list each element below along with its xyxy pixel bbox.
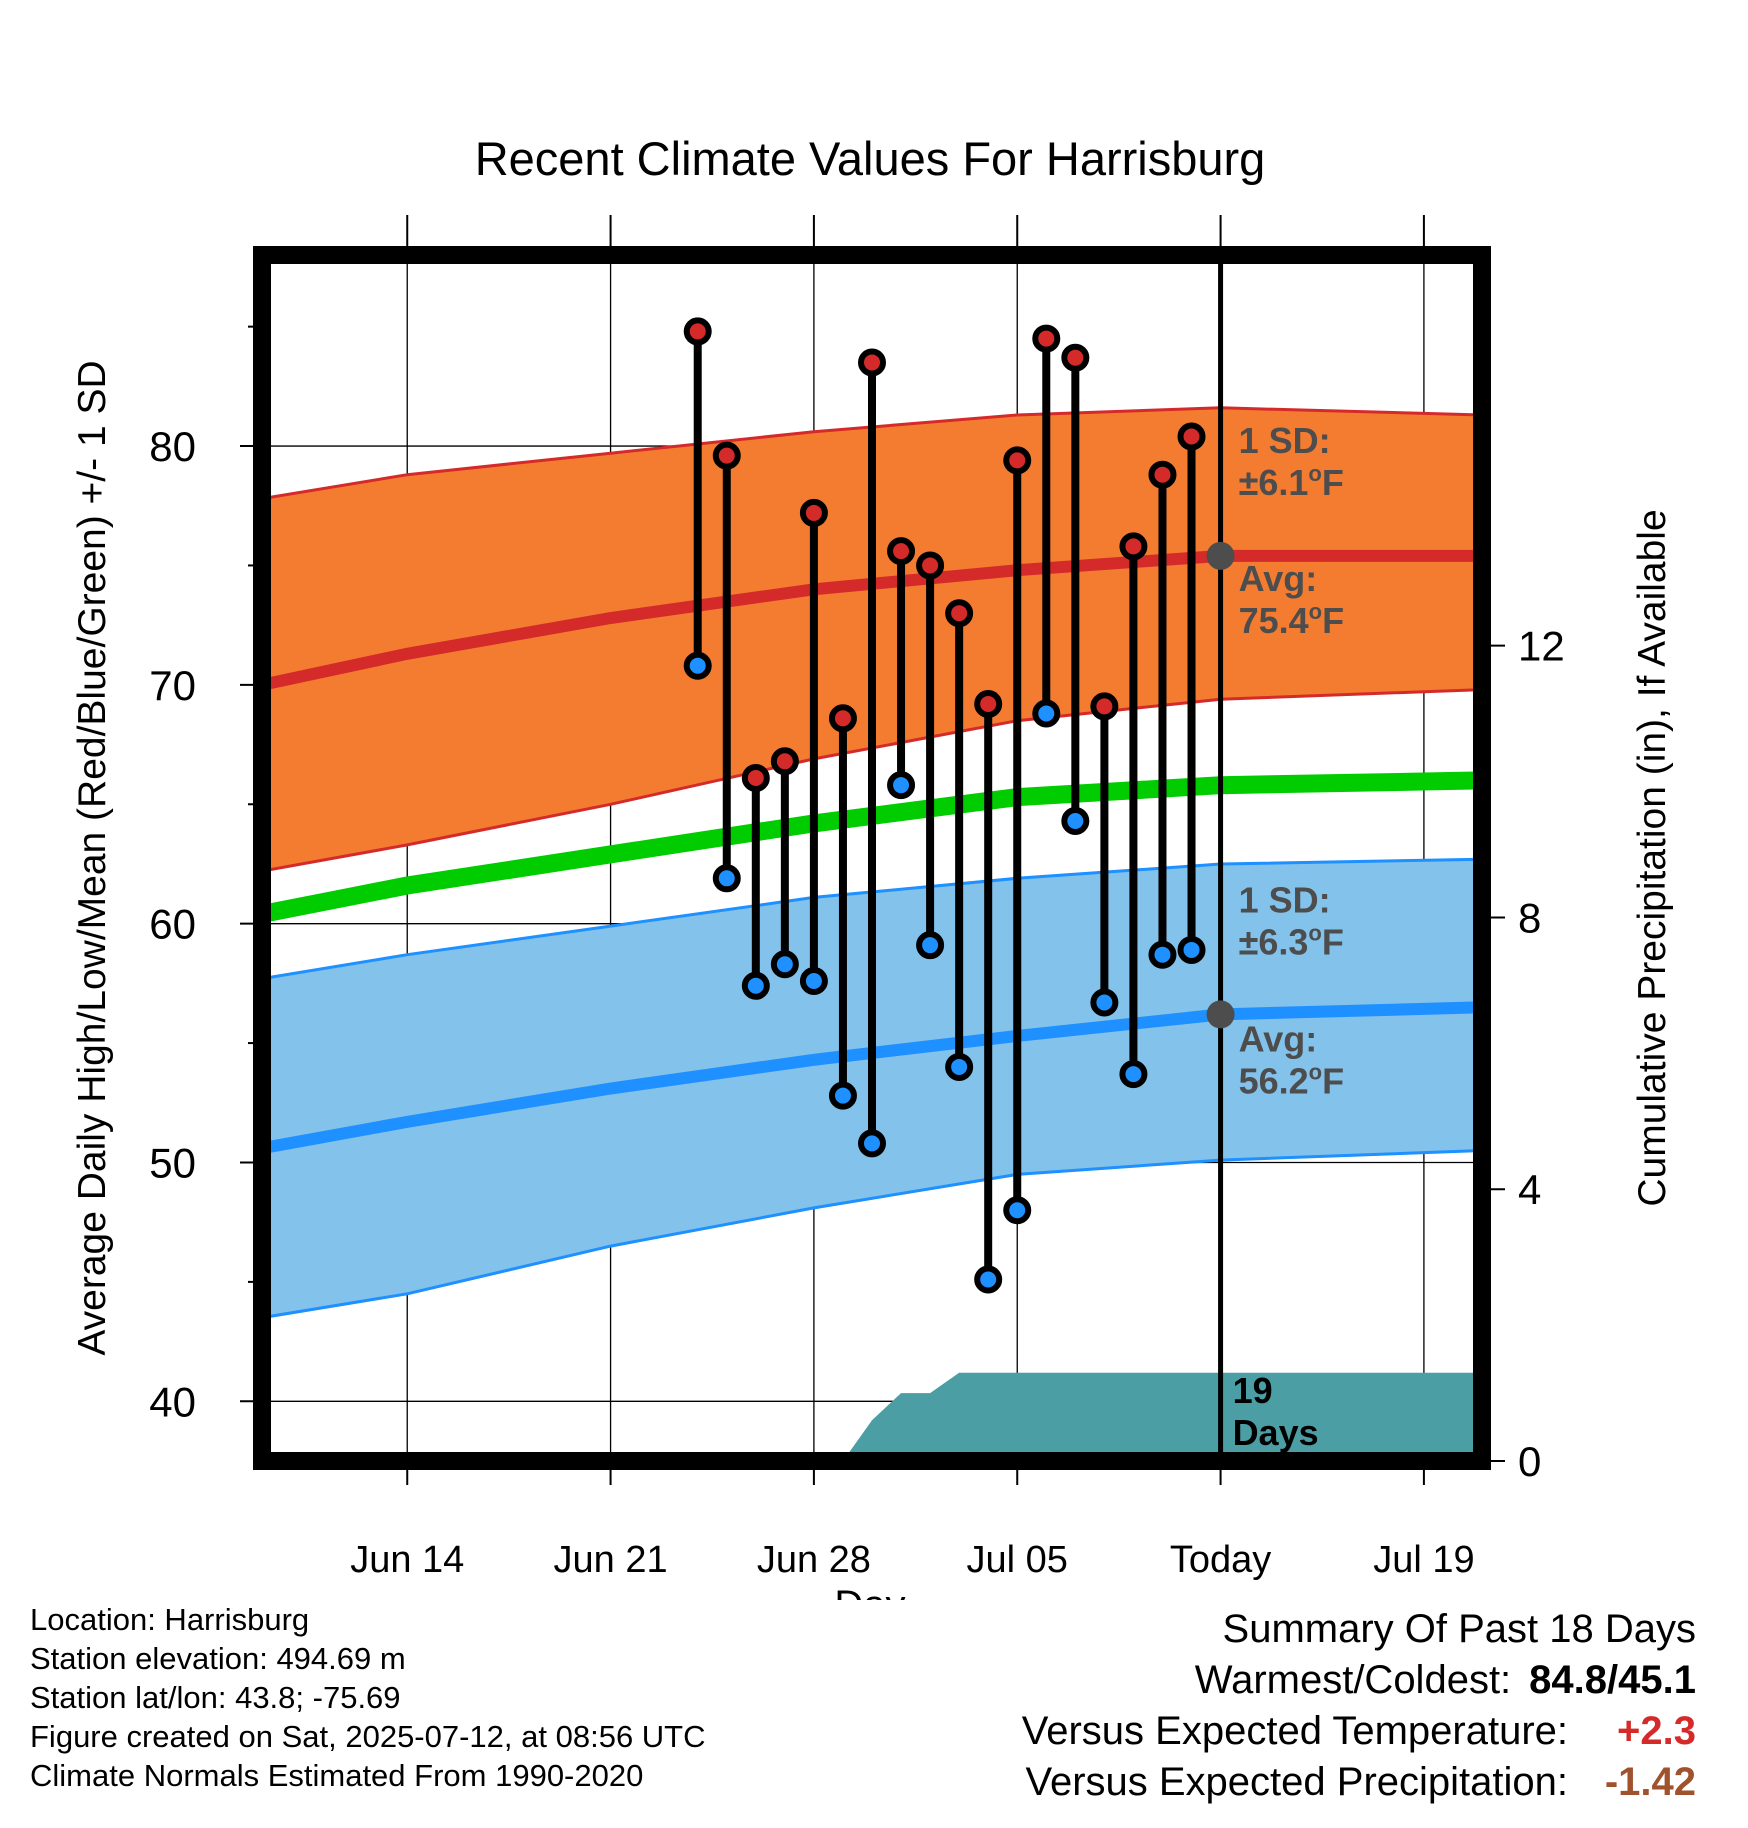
obs-low-point <box>974 1265 1003 1294</box>
today-high-avg-marker <box>1206 541 1235 570</box>
obs-low-point <box>712 864 741 893</box>
obs-high-point <box>945 599 974 628</box>
y2-tick-label: 0 <box>1518 1438 1541 1485</box>
obs-low-point <box>945 1052 974 1081</box>
latlon-text: Station lat/lon: 43.8; -75.69 <box>30 1680 401 1715</box>
x-tick-label: Today <box>1170 1539 1271 1581</box>
obs-high-point <box>1061 343 1090 372</box>
obs-low-point <box>887 771 916 800</box>
obs-low-point <box>1119 1060 1148 1089</box>
obs-high-point <box>1003 446 1032 475</box>
obs-low-point <box>1032 699 1061 728</box>
obs-high-point <box>916 551 945 580</box>
summary-title: Summary Of Past 18 Days <box>1222 1607 1696 1651</box>
obs-high-point <box>1148 460 1177 489</box>
axes <box>240 215 1505 1485</box>
y-tick-label: 50 <box>149 1139 196 1186</box>
today-low-avg-marker <box>1206 1000 1235 1029</box>
obs-high-point <box>770 747 799 776</box>
obs-low-point <box>1061 806 1090 835</box>
temp-label: Versus Expected Temperature: <box>1021 1709 1568 1753</box>
normals-text: Climate Normals Estimated From 1990-2020 <box>30 1758 644 1793</box>
obs-low-point <box>1177 935 1206 964</box>
chart-title: Recent Climate Values For Harrisburg <box>475 132 1266 185</box>
chart: Recent Climate Values For Harrisburg 1 S… <box>71 132 1674 1600</box>
obs-low-point <box>799 966 828 995</box>
y-tick-label: 40 <box>149 1378 196 1425</box>
y2-tick-label: 8 <box>1518 894 1541 941</box>
obs-high-point <box>887 537 916 566</box>
x-axis-label: Day <box>834 1583 905 1600</box>
precip-area <box>842 1372 1482 1461</box>
low-avg-value: 56.2oF <box>1239 1059 1345 1101</box>
days-word-label: Days <box>1233 1412 1319 1453</box>
y2-tick-label: 12 <box>1518 623 1565 670</box>
obs-high-point <box>974 689 1003 718</box>
x-tick-label: Jul 19 <box>1373 1539 1474 1581</box>
observations <box>683 317 1206 1294</box>
obs-low-point <box>683 651 712 680</box>
precip-label: Versus Expected Precipitation: <box>1025 1760 1568 1804</box>
low-sd-value: ±6.3oF <box>1239 920 1344 962</box>
plot-frame <box>253 246 1491 1470</box>
obs-high-point <box>1032 324 1061 353</box>
obs-low-point <box>741 971 770 1000</box>
obs-high-point <box>858 348 886 377</box>
location-text: Location: Harrisburg <box>30 1602 310 1637</box>
obs-low-point <box>1003 1196 1032 1225</box>
summary-precip-row: Versus Expected Precipitation: -1.42 <box>1022 1757 1696 1808</box>
y2-axis-label: Cumulative Precipitation (in), If Availa… <box>1631 509 1674 1206</box>
precip-value: -1.42 <box>1604 1760 1696 1804</box>
y-axis-label: Average Daily High/Low/Mean (Red/Blue/Gr… <box>71 360 114 1355</box>
low-sd-label: 1 SD: <box>1239 879 1331 920</box>
high-avg-value: 75.4oF <box>1239 599 1345 641</box>
elevation-text: Station elevation: 494.69 m <box>30 1641 406 1676</box>
obs-high-point <box>741 763 770 792</box>
y2-tick-label: 4 <box>1518 1166 1541 1213</box>
summary-panel: Summary Of Past 18 Days Warmest/Coldest:… <box>1022 1604 1696 1808</box>
obs-high-point <box>1090 692 1119 721</box>
warmest-value: 84.8/45.1 <box>1529 1658 1696 1702</box>
obs-high-point <box>828 704 857 733</box>
x-tick-label: Jun 14 <box>350 1539 464 1581</box>
obs-high-point <box>1177 422 1206 451</box>
x-tick-label: Jul 05 <box>967 1539 1068 1581</box>
x-tick-label: Jun 28 <box>757 1539 871 1581</box>
warmest-label: Warmest/Coldest: <box>1194 1658 1512 1702</box>
obs-low-point <box>770 950 799 979</box>
obs-low-point <box>916 931 945 960</box>
summary-temp-row: Versus Expected Temperature: +2.3 <box>1022 1706 1696 1757</box>
summary-warmest-row: Warmest/Coldest: 84.8/45.1 <box>1022 1655 1696 1706</box>
temp-value: +2.3 <box>1617 1709 1696 1753</box>
y-tick-label: 80 <box>149 423 196 470</box>
high-sd-value: ±6.1oF <box>1239 461 1344 503</box>
obs-high-point <box>683 317 712 346</box>
obs-high-point <box>712 441 741 470</box>
station-info: Location: Harrisburg Station elevation: … <box>30 1600 706 1795</box>
x-tick-label: Jun 21 <box>554 1539 668 1581</box>
y-tick-label: 70 <box>149 662 196 709</box>
obs-high-point <box>1119 532 1148 561</box>
y-tick-label: 60 <box>149 901 196 948</box>
obs-low-point <box>828 1081 857 1110</box>
high-avg-label: Avg: <box>1239 558 1318 599</box>
days-count-label: 19 <box>1233 1370 1273 1411</box>
obs-low-point <box>1090 988 1119 1017</box>
obs-low-point <box>858 1129 886 1158</box>
created-text: Figure created on Sat, 2025-07-12, at 08… <box>30 1719 706 1754</box>
high-sd-label: 1 SD: <box>1239 420 1331 461</box>
obs-high-point <box>799 498 828 527</box>
obs-low-point <box>1148 940 1177 969</box>
low-avg-label: Avg: <box>1239 1018 1318 1059</box>
